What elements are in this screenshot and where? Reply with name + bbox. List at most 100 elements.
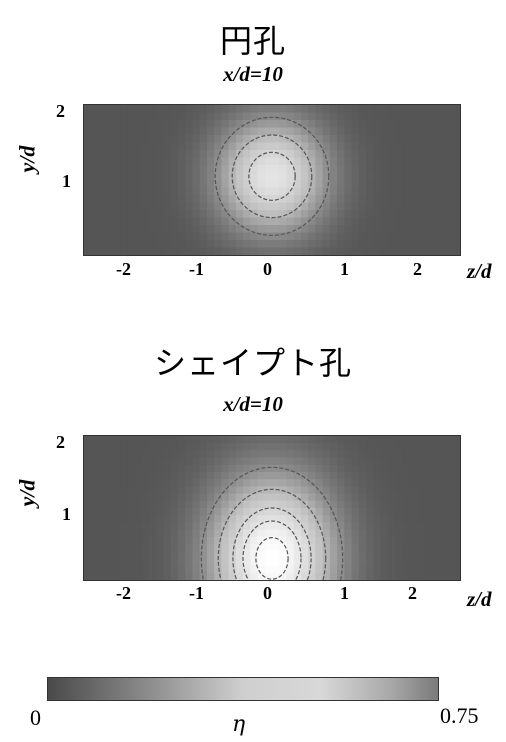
- heatmap-cell: [402, 551, 410, 559]
- heatmap-cell: [228, 157, 237, 166]
- heatmap-cell: [264, 464, 273, 473]
- contour-line: [232, 507, 312, 580]
- heatmap-cell: [373, 120, 382, 129]
- heatmap-cell: [235, 551, 244, 559]
- heatmap-cell: [243, 135, 251, 144]
- heatmap-cell: [300, 225, 309, 234]
- heatmap-cell: [192, 515, 201, 523]
- heatmap-cell: [380, 180, 389, 189]
- heatmap-cell: [380, 572, 389, 580]
- heatmap-cell: [199, 172, 208, 181]
- heatmap-cell: [431, 493, 439, 502]
- heatmap-cell: [235, 572, 244, 580]
- heatmap-cell: [445, 486, 454, 495]
- heatmap-cell: [351, 142, 360, 151]
- heatmap-cell: [431, 486, 439, 495]
- heatmap-cell: [149, 202, 157, 211]
- heatmap-cell: [423, 112, 432, 121]
- heatmap-cell: [373, 450, 382, 459]
- heatmap-cell: [416, 240, 425, 249]
- heatmap-cell: [387, 187, 396, 196]
- heatmap-cell: [394, 450, 403, 459]
- heatmap-cell: [105, 515, 114, 523]
- heatmap-cell: [380, 202, 389, 211]
- heatmap-cell: [423, 522, 432, 531]
- heatmap-cell: [91, 112, 100, 121]
- heatmap-cell: [431, 529, 439, 538]
- heatmap-cell: [178, 500, 186, 509]
- heatmap-cell: [279, 135, 288, 144]
- heatmap-cell: [358, 486, 367, 495]
- heatmap-cell: [423, 551, 432, 559]
- heatmap-cell: [127, 529, 136, 538]
- colorbar-min-label: 0: [30, 705, 41, 730]
- heatmap-cell: [272, 247, 280, 255]
- heatmap-cell: [105, 536, 114, 545]
- heatmap-cell: [134, 522, 143, 531]
- heatmap-cell: [170, 112, 179, 121]
- heatmap-cell: [322, 112, 331, 121]
- heatmap-cell: [257, 172, 266, 181]
- heatmap-cell: [112, 436, 121, 444]
- heatmap-cell: [134, 187, 143, 196]
- heatmap-cell: [163, 472, 172, 480]
- heatmap-cell: [178, 479, 186, 487]
- heatmap-cell: [185, 195, 194, 204]
- heatmap-cell: [452, 522, 460, 531]
- heatmap-cell: [438, 529, 447, 538]
- heatmap-cell: [445, 247, 454, 255]
- heatmap-cell: [264, 225, 273, 234]
- heatmap-cell: [199, 120, 208, 129]
- heatmap-cell: [402, 225, 410, 234]
- heatmap-cell: [337, 500, 345, 509]
- heatmap-cell: [300, 443, 309, 451]
- heatmap-cell: [170, 551, 179, 559]
- heatmap-cell: [293, 551, 302, 559]
- heatmap-cell: [192, 544, 201, 552]
- heatmap-cell: [315, 135, 324, 144]
- heatmap-cell: [279, 443, 288, 451]
- heatmap-cell: [322, 544, 331, 552]
- heatmap-cell: [279, 544, 288, 552]
- heatmap-cell: [149, 493, 157, 502]
- heatmap-cell: [98, 565, 107, 574]
- heatmap-cell: [192, 443, 201, 451]
- heatmap-cell: [431, 565, 439, 574]
- heatmap-cell: [308, 210, 316, 219]
- heatmap-cell: [452, 120, 460, 129]
- heatmap-cell: [257, 529, 266, 538]
- heatmap-cell: [300, 508, 309, 516]
- heatmap-cell: [452, 544, 460, 552]
- heatmap-cell: [358, 210, 367, 219]
- heatmap-cell: [206, 551, 215, 559]
- heatmap-cell: [337, 112, 345, 121]
- heatmap-cell: [228, 443, 237, 451]
- heatmap-cell: [105, 551, 114, 559]
- heatmap-cell: [163, 120, 172, 129]
- heatmap-cell: [185, 180, 194, 189]
- heatmap-cell: [351, 558, 360, 567]
- heatmap-cell: [329, 515, 338, 523]
- heatmap-cell: [315, 127, 324, 136]
- heatmap-cell: [127, 493, 136, 502]
- heatmap-cell: [149, 210, 157, 219]
- heatmap-cell: [91, 457, 100, 466]
- heatmap-cell: [293, 486, 302, 495]
- heatmap-cell: [394, 565, 403, 574]
- heatmap-cell: [409, 172, 418, 181]
- heatmap-cell: [185, 157, 194, 166]
- heatmap-cell: [264, 443, 273, 451]
- heatmap-cell: [199, 457, 208, 466]
- heatmap-cell: [272, 210, 280, 219]
- heatmap-cell: [344, 551, 353, 559]
- heatmap-cell: [221, 195, 230, 204]
- heatmap-cell: [286, 240, 295, 249]
- heatmap-cell: [358, 142, 367, 151]
- heatmap-cell: [206, 142, 215, 151]
- heatmap-cell: [112, 457, 121, 466]
- heatmap-cell: [329, 105, 338, 114]
- heatmap-cell: [373, 135, 382, 144]
- heatmap-cell: [91, 195, 100, 204]
- heatmap-cell: [84, 565, 92, 574]
- heatmap-cell: [112, 112, 121, 121]
